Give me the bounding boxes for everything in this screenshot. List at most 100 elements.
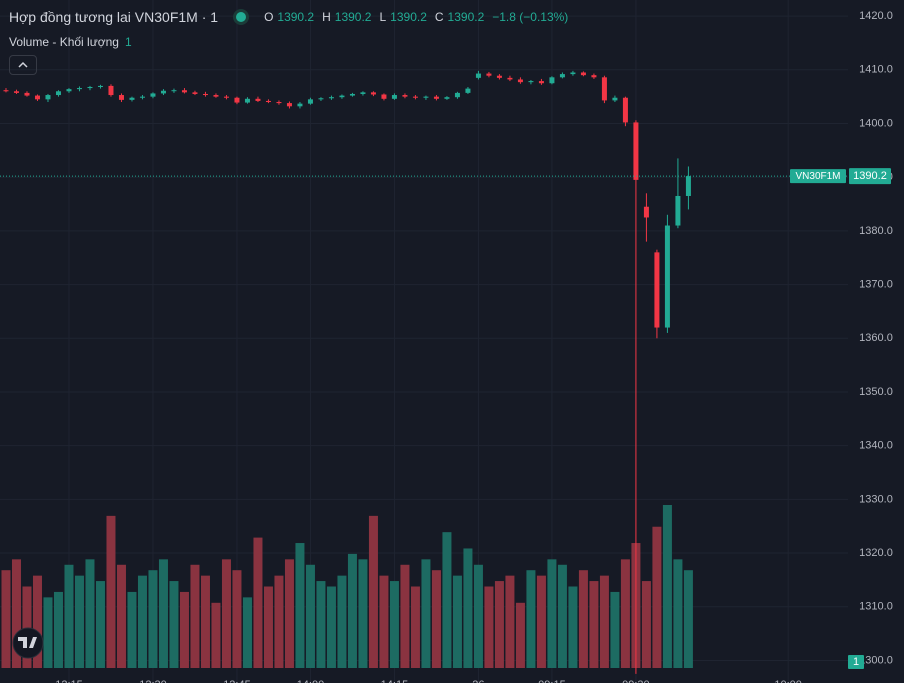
candle-body bbox=[349, 93, 355, 96]
candle-body bbox=[517, 79, 523, 83]
y-tick-label: 1360.0 bbox=[859, 332, 893, 344]
y-tick-label: 1300.0 bbox=[859, 654, 893, 666]
volume-bar bbox=[116, 564, 126, 668]
candle-body bbox=[643, 206, 649, 218]
volume-bar bbox=[179, 591, 189, 668]
candle-body bbox=[87, 86, 93, 89]
candle-body bbox=[370, 92, 376, 95]
x-tick-label: 26 bbox=[472, 679, 484, 683]
price-axis bbox=[848, 0, 904, 683]
volume-bar bbox=[95, 581, 105, 668]
candle-body bbox=[129, 97, 135, 100]
ohlc-key: L bbox=[379, 10, 387, 24]
volume-title: Volume - Khối lượng bbox=[9, 35, 119, 49]
candle-body bbox=[402, 95, 408, 97]
volume-bar bbox=[53, 591, 63, 668]
volume-bar bbox=[284, 559, 294, 668]
volume-bar bbox=[74, 575, 84, 668]
candle-body bbox=[3, 90, 9, 92]
candle-body bbox=[328, 97, 334, 99]
volume-bar bbox=[410, 586, 420, 668]
x-tick-label: 14:15 bbox=[381, 679, 409, 683]
volume-bar bbox=[610, 591, 620, 668]
candle-body bbox=[13, 91, 19, 93]
candle-body bbox=[465, 88, 471, 93]
volume-bar bbox=[547, 559, 557, 668]
volume-bar bbox=[652, 526, 662, 668]
volume-bar bbox=[85, 559, 95, 668]
candle-body bbox=[307, 99, 313, 104]
candle-body bbox=[549, 77, 555, 84]
volume-bar bbox=[22, 586, 32, 668]
candle-body bbox=[276, 102, 282, 104]
candle-body bbox=[412, 96, 418, 98]
candle-body bbox=[486, 73, 492, 76]
candle-body bbox=[339, 95, 345, 98]
volume-bar bbox=[421, 559, 431, 668]
ohlc-value: 1390.2 bbox=[334, 10, 372, 24]
candle-body bbox=[580, 72, 586, 76]
y-tick-label: 1370.0 bbox=[859, 278, 893, 290]
change: −1.8 (−0.13%) bbox=[492, 10, 569, 24]
candle-body bbox=[444, 97, 450, 99]
volume-bar bbox=[253, 537, 263, 668]
x-tick-label: 12:45 bbox=[223, 679, 251, 683]
y-tick-label: 1310.0 bbox=[859, 601, 893, 613]
candle-body bbox=[360, 92, 366, 94]
volume-bar bbox=[200, 575, 210, 668]
y-tick-label: 1380.0 bbox=[859, 225, 893, 237]
volume-bar bbox=[568, 586, 578, 668]
candle-body bbox=[633, 122, 639, 180]
candle-body bbox=[55, 91, 61, 96]
volume-bar bbox=[379, 575, 389, 668]
candle-body bbox=[318, 98, 324, 100]
volume-bar bbox=[505, 575, 515, 668]
volume-bar bbox=[578, 570, 588, 668]
volume-bar bbox=[232, 570, 242, 668]
candle-body bbox=[24, 92, 30, 96]
candle-body bbox=[139, 96, 145, 98]
candle-body bbox=[45, 95, 51, 100]
volume-bar bbox=[589, 581, 599, 668]
volume-bar bbox=[295, 543, 305, 668]
badge bbox=[848, 655, 864, 669]
candle-body bbox=[150, 93, 156, 97]
candle-body bbox=[76, 88, 82, 90]
candle-body bbox=[213, 95, 219, 97]
ohlc-value: 1390.2 bbox=[277, 10, 315, 24]
candle-body bbox=[118, 95, 124, 100]
volume-value: 1 bbox=[124, 35, 132, 49]
volume-bar bbox=[158, 559, 168, 668]
candle-body bbox=[559, 74, 565, 78]
volume-bar bbox=[190, 564, 200, 668]
collapse-icon bbox=[18, 61, 28, 68]
volume-bar bbox=[274, 575, 284, 668]
candle-body bbox=[391, 95, 397, 99]
volume-bar bbox=[32, 575, 42, 668]
volume-bar bbox=[484, 586, 494, 668]
volume-bar bbox=[316, 581, 326, 668]
ohlc-value: 1390.2 bbox=[447, 10, 485, 24]
candle-body bbox=[528, 81, 534, 83]
candle-body bbox=[675, 195, 681, 226]
volume-bar bbox=[263, 586, 273, 668]
status-dot bbox=[236, 12, 247, 22]
candle-body bbox=[192, 92, 198, 94]
volume-bar bbox=[358, 559, 368, 668]
candle-body bbox=[244, 98, 250, 103]
volume-bar bbox=[148, 570, 158, 668]
y-tick-label: 1340.0 bbox=[859, 440, 893, 452]
volume-bar bbox=[127, 591, 137, 668]
collapse-button[interactable] bbox=[9, 55, 37, 75]
candle-body bbox=[234, 97, 240, 103]
candle-body bbox=[66, 89, 72, 92]
candle-body bbox=[255, 98, 261, 101]
candle-body bbox=[160, 90, 166, 94]
candle-body bbox=[34, 95, 40, 100]
candle-body bbox=[570, 72, 576, 75]
candle-body bbox=[622, 97, 628, 123]
candle-body bbox=[496, 75, 502, 78]
candle-body bbox=[433, 96, 439, 99]
symbol-label: VN30F1M bbox=[795, 171, 840, 182]
